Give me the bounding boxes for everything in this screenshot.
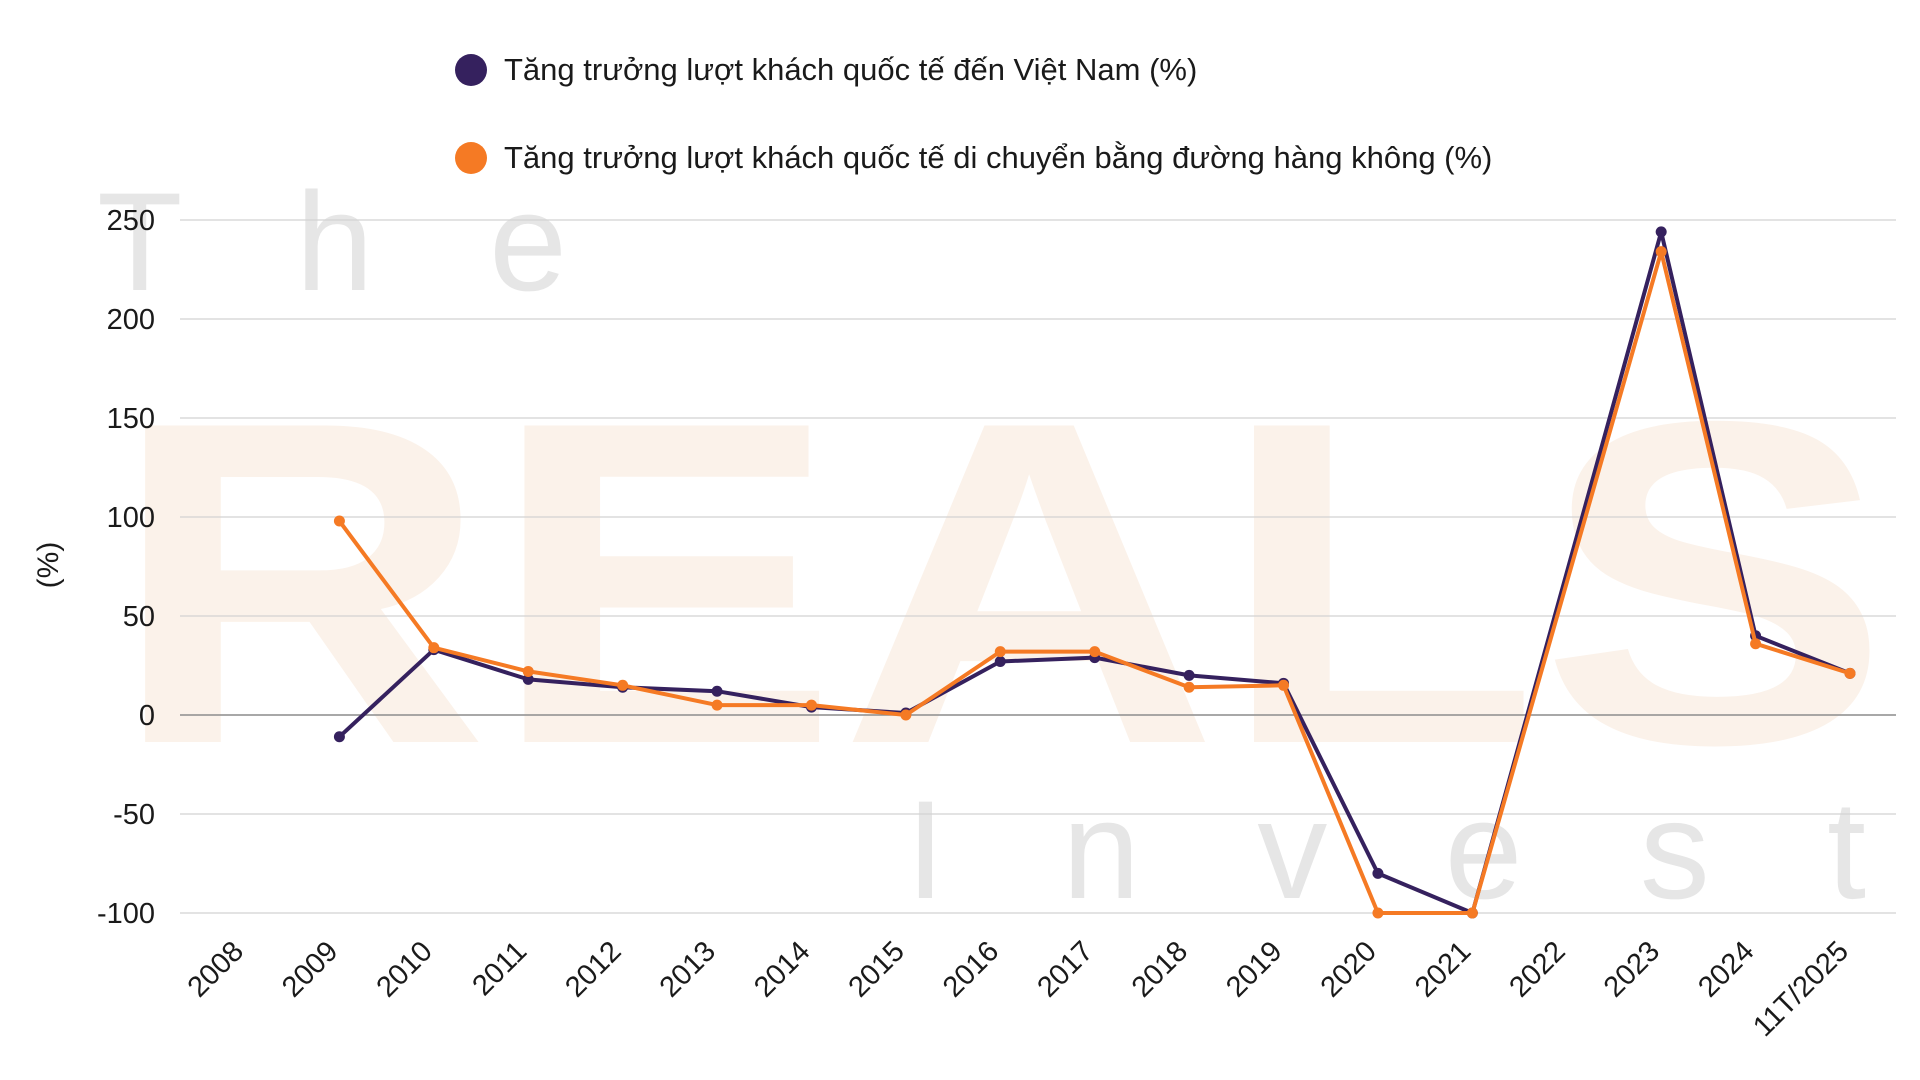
series-2-point — [1750, 638, 1762, 650]
watermark-main-text: REALS — [110, 327, 1890, 840]
x-tick-label: 2017 — [1031, 935, 1099, 1003]
legend-marker-series-2 — [455, 142, 487, 174]
series-1-point — [711, 685, 723, 697]
x-tick-label: 2014 — [748, 935, 816, 1003]
x-tick-label: 2019 — [1220, 935, 1288, 1003]
x-tick-label: 2023 — [1598, 935, 1666, 1003]
series-2-point — [333, 515, 345, 527]
series-2-point — [1183, 681, 1195, 693]
watermark-top-text: T h e — [97, 163, 567, 320]
series-2-point — [1466, 907, 1478, 919]
x-tick-label: 2008 — [182, 935, 250, 1003]
x-tick-label: 2021 — [1409, 935, 1477, 1003]
y-tick-label: 50 — [123, 601, 155, 633]
x-tick-label: 2018 — [1126, 935, 1194, 1003]
x-tick-label: 2013 — [654, 935, 722, 1003]
watermark: REALS T h e I n v e s t — [97, 163, 1890, 928]
series-2-line — [337, 249, 1852, 915]
y-tick-label: 100 — [107, 502, 155, 534]
legend-item-series-1: Tăng trưởng lượt khách quốc tế đến Việt … — [455, 48, 1492, 92]
x-tick-label: 2022 — [1503, 935, 1571, 1003]
x-tick-label: 2020 — [1315, 935, 1383, 1003]
series-1-point — [1183, 669, 1195, 681]
y-tick-label: 0 — [139, 700, 155, 732]
series-1-point — [333, 731, 345, 743]
legend: Tăng trưởng lượt khách quốc tế đến Việt … — [455, 48, 1492, 224]
series-2-point — [805, 699, 817, 711]
series-2-point — [1089, 646, 1101, 658]
x-axis: 2008 2009 2010 2011 2012 2013 2014 2015 2016 2017… — [182, 935, 1855, 1043]
x-tick-label: 11T/2025 — [1747, 935, 1855, 1043]
series-1-point — [522, 673, 534, 685]
x-tick-label: 2015 — [843, 935, 911, 1003]
y-axis: 250 200 150 100 50 0 -50 -100 — [97, 205, 155, 930]
x-tick-label: 2011 — [466, 935, 533, 1002]
series-2-point — [900, 709, 912, 721]
series-1-line — [337, 229, 1852, 915]
x-tick-label: 2010 — [371, 935, 439, 1003]
watermark-bottom-text: I n v e s t — [906, 771, 1866, 928]
y-tick-label: 150 — [107, 403, 155, 435]
series-layer — [333, 226, 1856, 919]
y-tick-label: -100 — [97, 898, 155, 930]
series-2-point — [522, 665, 534, 677]
series-1-point — [1655, 226, 1667, 238]
series-2-point — [428, 642, 440, 654]
y-tick-label: 200 — [107, 304, 155, 336]
legend-marker-series-1 — [455, 54, 487, 86]
series-2-point — [617, 679, 629, 691]
series-2 — [333, 246, 1856, 919]
legend-label-series-2: Tăng trưởng lượt khách quốc tế di chuyển… — [504, 140, 1493, 175]
series-2-point — [711, 699, 723, 711]
y-tick-label: -50 — [113, 799, 155, 831]
x-tick-label: 2016 — [937, 935, 1005, 1003]
grid — [180, 219, 1896, 914]
y-axis-title: (%) — [32, 542, 65, 589]
series-2-point — [994, 646, 1006, 658]
series-2-point — [1844, 667, 1856, 679]
x-tick-label: 2012 — [559, 935, 627, 1003]
y-tick-label: 250 — [107, 205, 155, 237]
series-1-point — [1372, 867, 1384, 879]
x-tick-label: 2009 — [276, 935, 344, 1003]
series-2-point — [1278, 679, 1290, 691]
legend-item-series-2: Tăng trưởng lượt khách quốc tế di chuyển… — [455, 136, 1492, 180]
series-2-point — [1372, 907, 1384, 919]
legend-label-series-1: Tăng trưởng lượt khách quốc tế đến Việt … — [504, 52, 1198, 87]
x-tick-label: 2024 — [1692, 935, 1760, 1003]
series-2-point — [1655, 246, 1667, 258]
series-1-point — [994, 656, 1006, 668]
